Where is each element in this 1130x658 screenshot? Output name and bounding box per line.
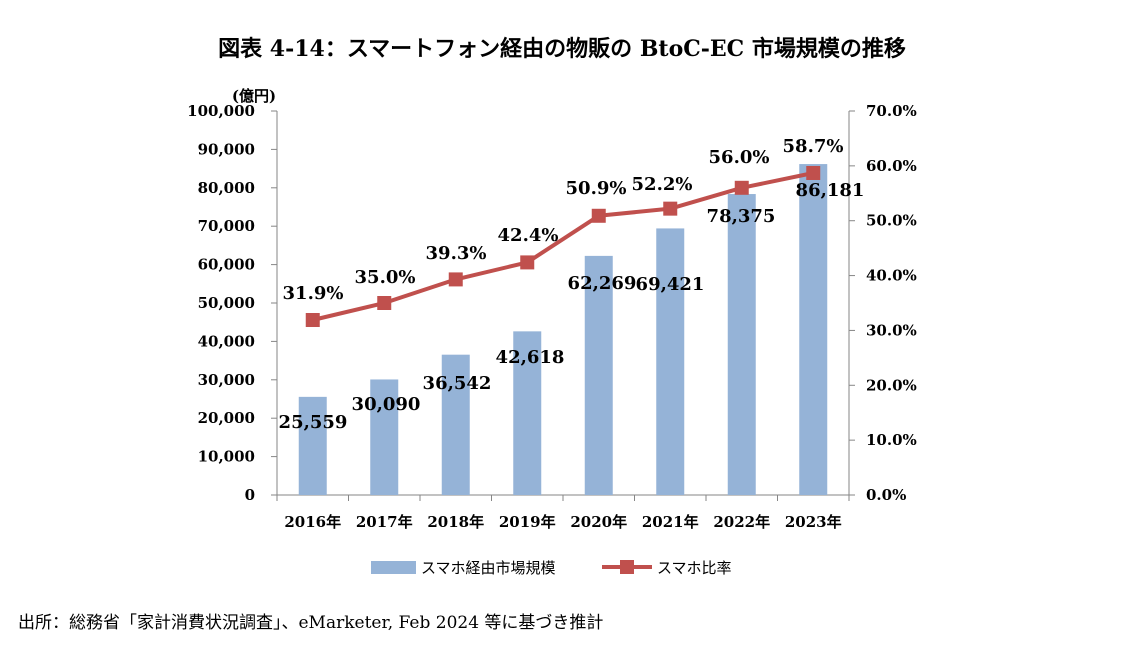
axes: 0 10,000 20,000 30,000 40,000 50,000 60,000 70,…: [187, 102, 917, 531]
line-value-label: 31.9%: [283, 283, 344, 304]
left-axis-unit-label: (億円): [232, 87, 276, 105]
left-tick-label: 40,000: [198, 332, 255, 350]
left-tick-label: 60,000: [198, 256, 255, 274]
x-tick-label: 2019年: [499, 513, 556, 531]
x-tick-label: 2017年: [356, 513, 413, 531]
line-marker: [448, 272, 463, 287]
bar-value-label: 36,542: [423, 373, 492, 394]
right-tick-label: 20.0%: [866, 376, 917, 394]
line-marker: [377, 296, 392, 310]
line-marker: [305, 313, 320, 328]
x-tick-label: 2022年: [713, 513, 770, 531]
left-tick-label: 100,000: [187, 102, 255, 120]
line-marker: [663, 201, 678, 216]
right-tick-label: 70.0%: [866, 102, 917, 120]
left-tick-label: 90,000: [198, 140, 255, 158]
bar: [584, 255, 613, 495]
line-value-label: 35.0%: [355, 267, 416, 288]
bar: [513, 331, 542, 495]
right-tick-label: 50.0%: [866, 212, 917, 230]
line-marker: [806, 165, 821, 180]
left-tick-label: 0: [245, 486, 255, 504]
left-tick-label: 20,000: [198, 409, 255, 427]
line-marker: [591, 208, 606, 223]
right-tick-label: 0.0%: [866, 486, 906, 504]
x-tick-label: 2020年: [570, 513, 627, 531]
bar: [441, 354, 470, 495]
line-value-label: 39.3%: [426, 243, 487, 264]
bar-value-label: 30,090: [352, 394, 421, 415]
line-value-label: 56.0%: [709, 147, 770, 168]
line-marker: [520, 255, 535, 270]
left-tick-label: 80,000: [198, 179, 255, 197]
left-tick-label: 50,000: [198, 294, 255, 312]
bar: [656, 228, 685, 496]
bar-value-label: 86,181: [796, 180, 865, 201]
line-value-label: 58.7%: [783, 136, 844, 157]
line-value-label: 52.2%: [632, 174, 693, 195]
x-tick-label: 2023年: [785, 513, 842, 531]
left-tick-label: 70,000: [198, 217, 255, 235]
x-tick-label: 2016年: [284, 513, 341, 531]
left-tick-label: 30,000: [198, 371, 255, 389]
bar-value-label: 25,559: [279, 412, 348, 433]
series-line: [312, 171, 814, 322]
legend-bar-swatch: [371, 561, 416, 574]
right-tick-label: 30.0%: [866, 321, 917, 339]
legend: スマホ経由市場規模 スマホ比率: [371, 559, 732, 577]
bar: [370, 379, 399, 495]
bar-value-label: 62,269: [568, 273, 637, 294]
left-tick-label: 10,000: [198, 448, 255, 466]
bar: [298, 396, 327, 495]
legend-bar-label: スマホ経由市場規模: [421, 559, 556, 577]
line-value-label: 50.9%: [566, 178, 627, 199]
bar-series: [298, 164, 828, 496]
line-marker: [734, 180, 749, 195]
line-value-label: 42.4%: [498, 225, 559, 246]
bar-value-label: 78,375: [707, 206, 776, 227]
bar-value-label: 42,618: [496, 347, 565, 368]
right-tick-label: 10.0%: [866, 431, 917, 449]
x-tick-label: 2021年: [642, 513, 699, 531]
bar: [799, 164, 828, 496]
source-note: 出所：総務省「家計消費状況調査」、eMarketer, Feb 2024 等に基…: [18, 613, 603, 633]
legend-line-label: スマホ比率: [657, 559, 732, 577]
line-series: [305, 165, 821, 328]
legend-line-marker: [620, 560, 634, 574]
right-tick-label: 60.0%: [866, 157, 917, 175]
x-tick-label: 2018年: [427, 513, 484, 531]
chart-title: 図表 4-14：スマートフォン経由の物販の BtoC-EC 市場規模の推移: [218, 36, 906, 62]
right-tick-label: 40.0%: [866, 267, 917, 285]
bar-value-label: 69,421: [636, 274, 705, 295]
bar: [727, 194, 756, 496]
